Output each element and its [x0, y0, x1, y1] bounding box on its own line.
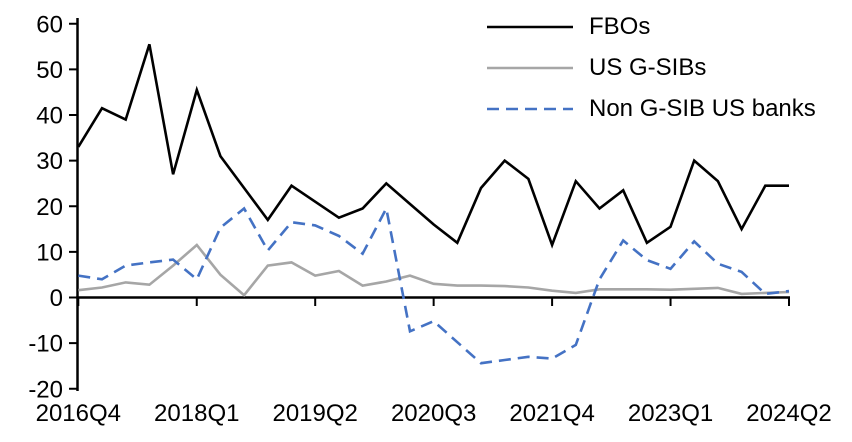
legend-item-us-gsibs: US G-SIBs [487, 47, 816, 88]
y-axis-tick-label: 0 [50, 285, 63, 312]
legend-line-sample-fbos [487, 25, 573, 28]
x-axis-tick-label: 2020Q3 [391, 400, 476, 427]
y-axis-tick-label: -10 [28, 331, 63, 358]
x-axis-tick-label: 2019Q2 [272, 400, 357, 427]
legend-item-fbos: FBOs [487, 6, 816, 47]
y-axis-tick-label: 30 [36, 148, 63, 175]
y-axis-tick-label: 40 [36, 103, 63, 130]
series-line-us-g-sibs [78, 243, 790, 298]
series-line-non-g-sib-us-banks [78, 204, 790, 365]
y-axis-tick-label: 50 [36, 57, 63, 84]
y-axis-tick-label: 20 [36, 194, 63, 221]
legend-label-us-gsibs: US G-SIBs [589, 53, 707, 81]
y-axis-tick-label: -20 [28, 376, 63, 403]
x-axis-tick-label: 2016Q4 [36, 400, 121, 427]
legend-line-sample-us-gsibs [487, 66, 573, 69]
legend-item-non-gsib: Non G-SIB US banks [487, 88, 816, 129]
legend-label-non-gsib: Non G-SIB US banks [589, 94, 816, 122]
y-axis-tick-label: 10 [36, 239, 63, 266]
y-axis-tick-label: 60 [36, 11, 63, 38]
x-axis-tick-label: 2024Q2 [746, 400, 831, 427]
series-line-fbos [77, 43, 789, 249]
legend-line-sample-non-gsib [487, 107, 573, 110]
legend-label-fbos: FBOs [589, 12, 651, 40]
x-axis-tick-label: 2018Q1 [154, 400, 239, 427]
legend: FBOs US G-SIBs Non G-SIB US banks [487, 6, 816, 129]
x-axis-tick-label: 2023Q1 [628, 400, 713, 427]
x-axis-tick-label: 2021Q4 [509, 400, 594, 427]
